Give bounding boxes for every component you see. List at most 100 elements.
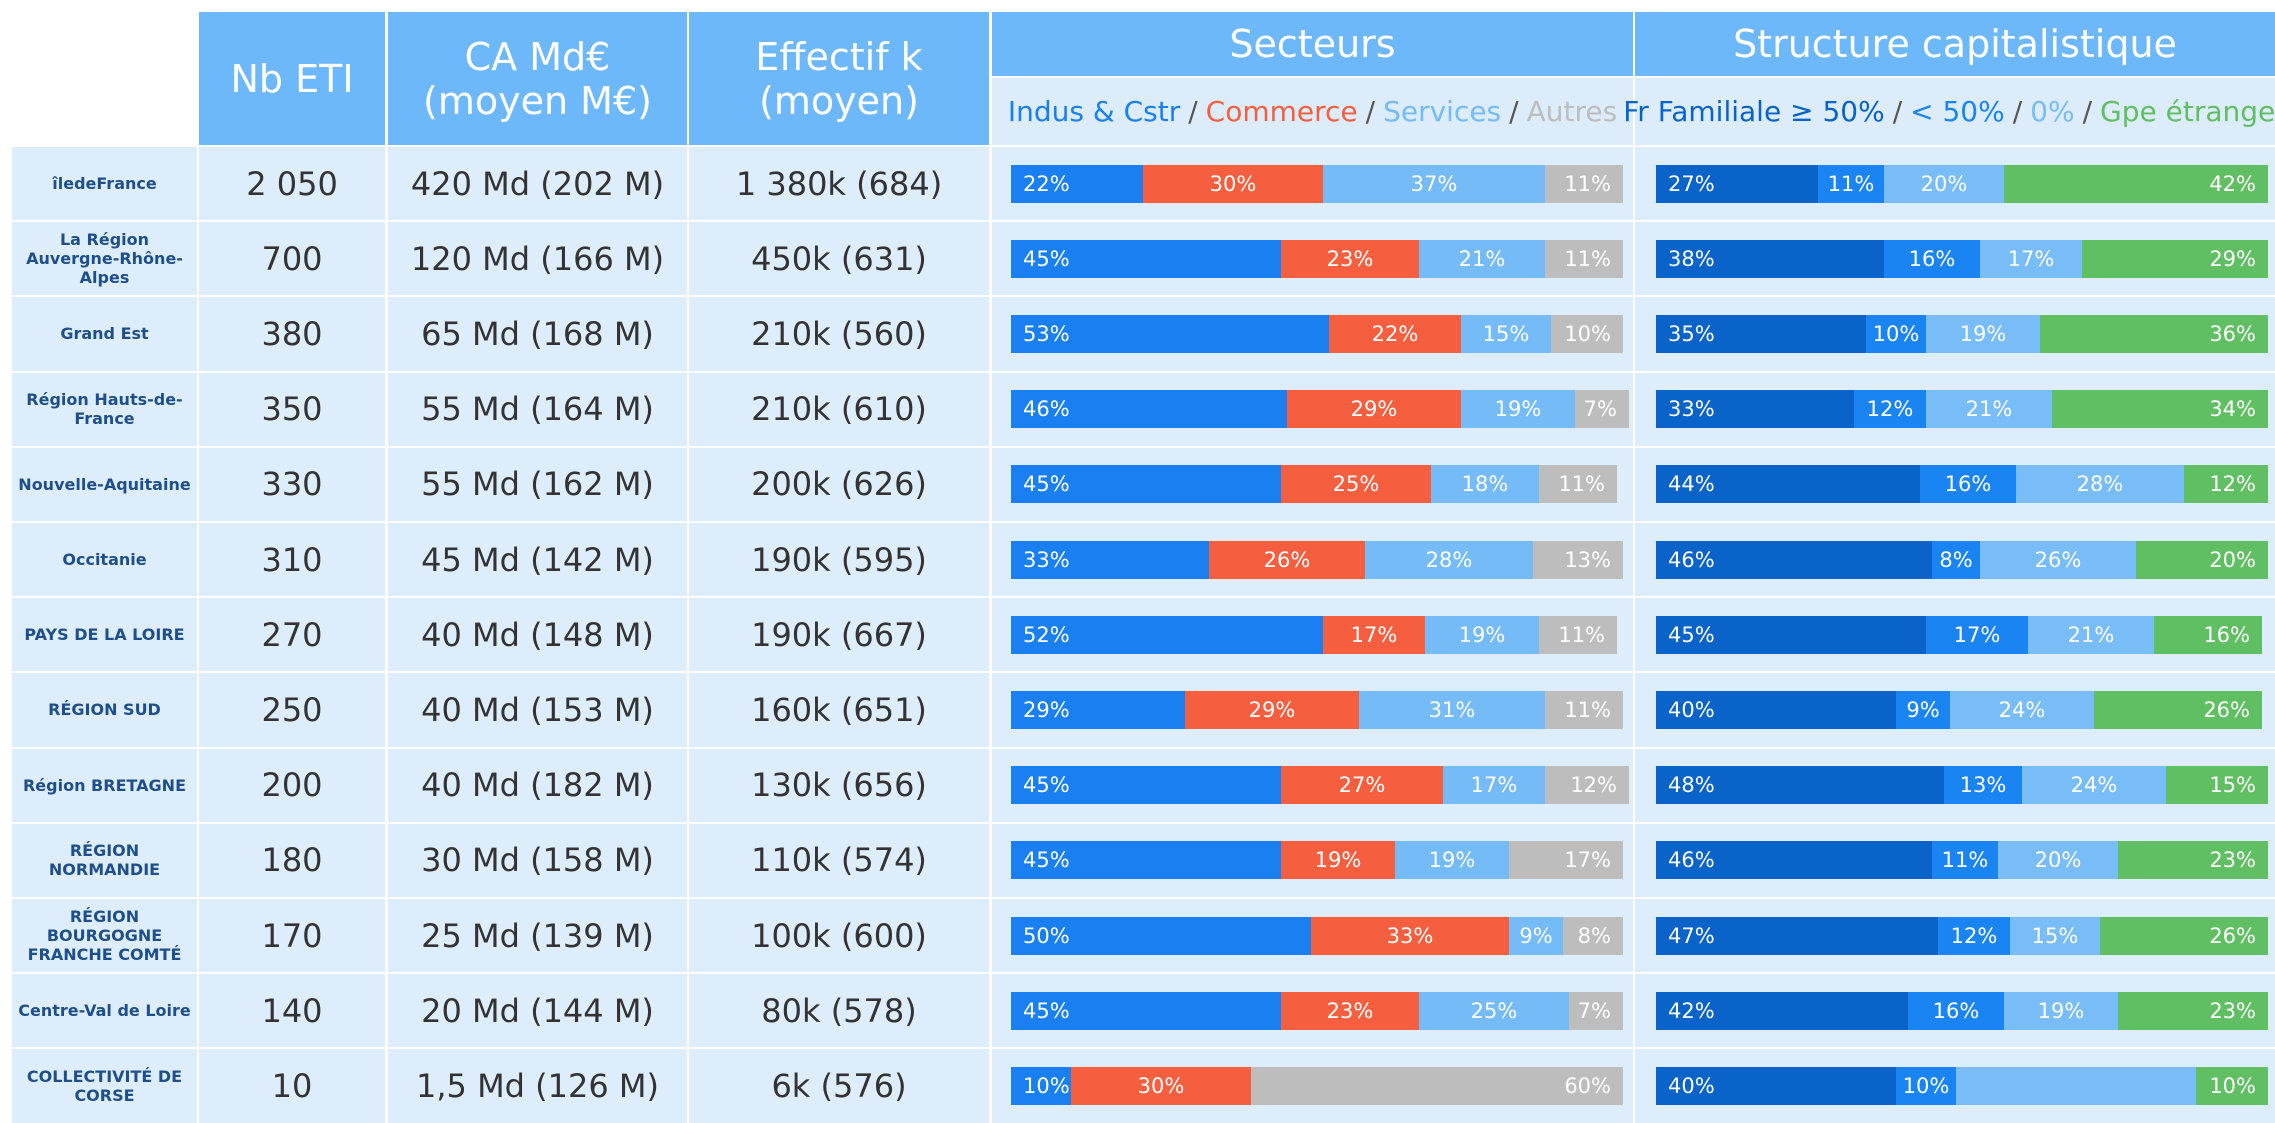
- legend-separator: /: [1188, 95, 1198, 128]
- cell-nb: 140: [199, 974, 385, 1048]
- bar-label: 16%: [1908, 246, 1956, 271]
- bar-label: 45%: [1023, 998, 1070, 1023]
- cell-structure: 46% 11% 20% 23%: [1635, 823, 2275, 897]
- cell-secteurs: 45% 23% 25% 7%: [992, 974, 1633, 1048]
- stacked-bar: 45% 23% 25% 7%: [1011, 991, 1623, 1030]
- bar-label: 7%: [1583, 397, 1617, 422]
- bar-segment: 17%: [1323, 615, 1425, 654]
- bar-label: 42%: [2209, 171, 2256, 196]
- bar-label: 24%: [2070, 773, 2118, 798]
- bar-segment: 10%: [1551, 314, 1623, 353]
- bar-segment: 8%: [1563, 916, 1623, 955]
- cell-ca: 40 Md (182 M): [388, 748, 687, 822]
- cell-eff: 6k (576): [689, 1049, 989, 1123]
- bar-segment: 12%: [2184, 465, 2268, 504]
- bar-segment: 21%: [2028, 615, 2154, 654]
- bar-segment: 42%: [1656, 991, 1920, 1030]
- bar-segment: 45%: [1011, 841, 1293, 880]
- bar-segment: 11%: [1545, 690, 1623, 729]
- bar-segment: 10%: [1896, 1066, 1956, 1105]
- stacked-bar: 38% 16% 17% 29%: [1656, 239, 2268, 278]
- cell-structure: 42% 16% 19% 23%: [1635, 974, 2275, 1048]
- cell-eff: 200k (626): [689, 447, 989, 521]
- bar-segment: 10%: [2196, 1066, 2268, 1105]
- region-name: îledeFrance: [52, 174, 157, 194]
- stacked-bar: 44% 16% 28% 12%: [1656, 465, 2268, 504]
- bar-label: 48%: [1668, 773, 1715, 798]
- bar-label: 9%: [1906, 697, 1940, 722]
- bar-label: 19%: [1959, 321, 2007, 346]
- bar-label: 17%: [2007, 246, 2055, 271]
- bar-label: 10%: [1023, 1073, 1070, 1098]
- bar-segment: 29%: [1185, 690, 1359, 729]
- cell-secteurs: 29% 29% 31% 11%: [992, 673, 1633, 747]
- cell-structure: 35% 10% 19% 36%: [1635, 297, 2275, 371]
- region-logo: COLLECTIVITÉ DE CORSE: [12, 1049, 197, 1123]
- bar-label: 19%: [2037, 998, 2085, 1023]
- bar-segment: 48%: [1656, 766, 1956, 805]
- cell-eff: 80k (578): [689, 974, 989, 1048]
- header-line: CA Md€: [464, 34, 611, 79]
- bar-segment: 34%: [2052, 390, 2268, 429]
- region-logo: Nouvelle-Aquitaine: [12, 447, 197, 521]
- cell-ca: 40 Md (153 M): [388, 673, 687, 747]
- bar-segment: 33%: [1656, 390, 1866, 429]
- header-cell: [12, 12, 197, 145]
- bar-segment: 22%: [1329, 314, 1461, 353]
- bar-label: 8%: [1577, 923, 1611, 948]
- bar-segment: 20%: [1998, 841, 2118, 880]
- bar-segment: 24%: [1950, 690, 2094, 729]
- cell-secteurs: 33% 26% 28% 13%: [992, 523, 1633, 597]
- bar-segment: 40%: [1656, 690, 1908, 729]
- bar-segment: 23%: [2118, 841, 2268, 880]
- cell-structure: 45% 17% 21% 16%: [1635, 598, 2275, 672]
- stacked-bar: 46% 11% 20% 23%: [1656, 841, 2268, 880]
- bar-segment: 11%: [1818, 164, 1884, 203]
- bar-segment: 12%: [1854, 390, 1926, 429]
- cell-nb: 170: [199, 899, 385, 973]
- bar-label: 13%: [1564, 547, 1611, 572]
- bar-segment: 22%: [1011, 164, 1155, 203]
- bar-label: 18%: [1461, 472, 1509, 497]
- bar-label: 11%: [1827, 171, 1875, 196]
- bar-segment: 7%: [1575, 390, 1629, 429]
- bar-label: 15%: [1482, 321, 1530, 346]
- stacked-bar: 22% 30% 37% 11%: [1011, 164, 1623, 203]
- cell-secteurs: 45% 27% 17% 12%: [992, 748, 1633, 822]
- region-logo: Occitanie: [12, 523, 197, 597]
- bar-segment: 7%: [1569, 991, 1623, 1030]
- bar-label: 11%: [1564, 246, 1611, 271]
- bar-label: 26%: [2034, 547, 2082, 572]
- header-nb: Nb ETI: [199, 12, 385, 145]
- bar-label: 23%: [2209, 848, 2256, 873]
- legend-item: Autres: [1526, 95, 1618, 128]
- cell-structure: 44% 16% 28% 12%: [1635, 447, 2275, 521]
- bar-label: 21%: [1458, 246, 1506, 271]
- bar-label: 33%: [1668, 397, 1715, 422]
- region-name: RÉGION NORMANDIE: [48, 841, 161, 880]
- bar-label: 11%: [1558, 472, 1605, 497]
- cell-nb: 270: [199, 598, 385, 672]
- bar-segment: 31%: [1359, 690, 1545, 729]
- cell-ca: 40 Md (148 M): [388, 598, 687, 672]
- stacked-bar: 46% 8% 26% 20%: [1656, 540, 2268, 579]
- bar-label: 44%: [1668, 472, 1715, 497]
- cell-ca: 55 Md (162 M): [388, 447, 687, 521]
- stacked-bar: 45% 25% 18% 11%: [1011, 465, 1617, 504]
- bar-segment: 20%: [1884, 164, 2004, 203]
- bar-label: 25%: [1470, 998, 1518, 1023]
- bar-label: 30%: [1137, 1073, 1185, 1098]
- header-structure: Structure capitalistique: [1635, 12, 2275, 76]
- region-logo: La Région Auvergne-Rhône-Alpes: [12, 222, 197, 296]
- region-logo: RÉGION NORMANDIE: [12, 823, 197, 897]
- bar-segment: 53%: [1011, 314, 1341, 353]
- bar-label: 17%: [1470, 773, 1518, 798]
- cell-structure: 47% 12% 15% 26%: [1635, 899, 2275, 973]
- cell-nb: 310: [199, 523, 385, 597]
- header-line: Effectif k: [755, 34, 923, 79]
- legend-item: Fr Familiale ≥ 50%: [1623, 95, 1885, 128]
- bar-label: 30%: [1209, 171, 1257, 196]
- cell-nb: 2 050: [199, 147, 385, 221]
- bar-label: 23%: [2209, 998, 2256, 1023]
- bar-segment: 26%: [2094, 690, 2262, 729]
